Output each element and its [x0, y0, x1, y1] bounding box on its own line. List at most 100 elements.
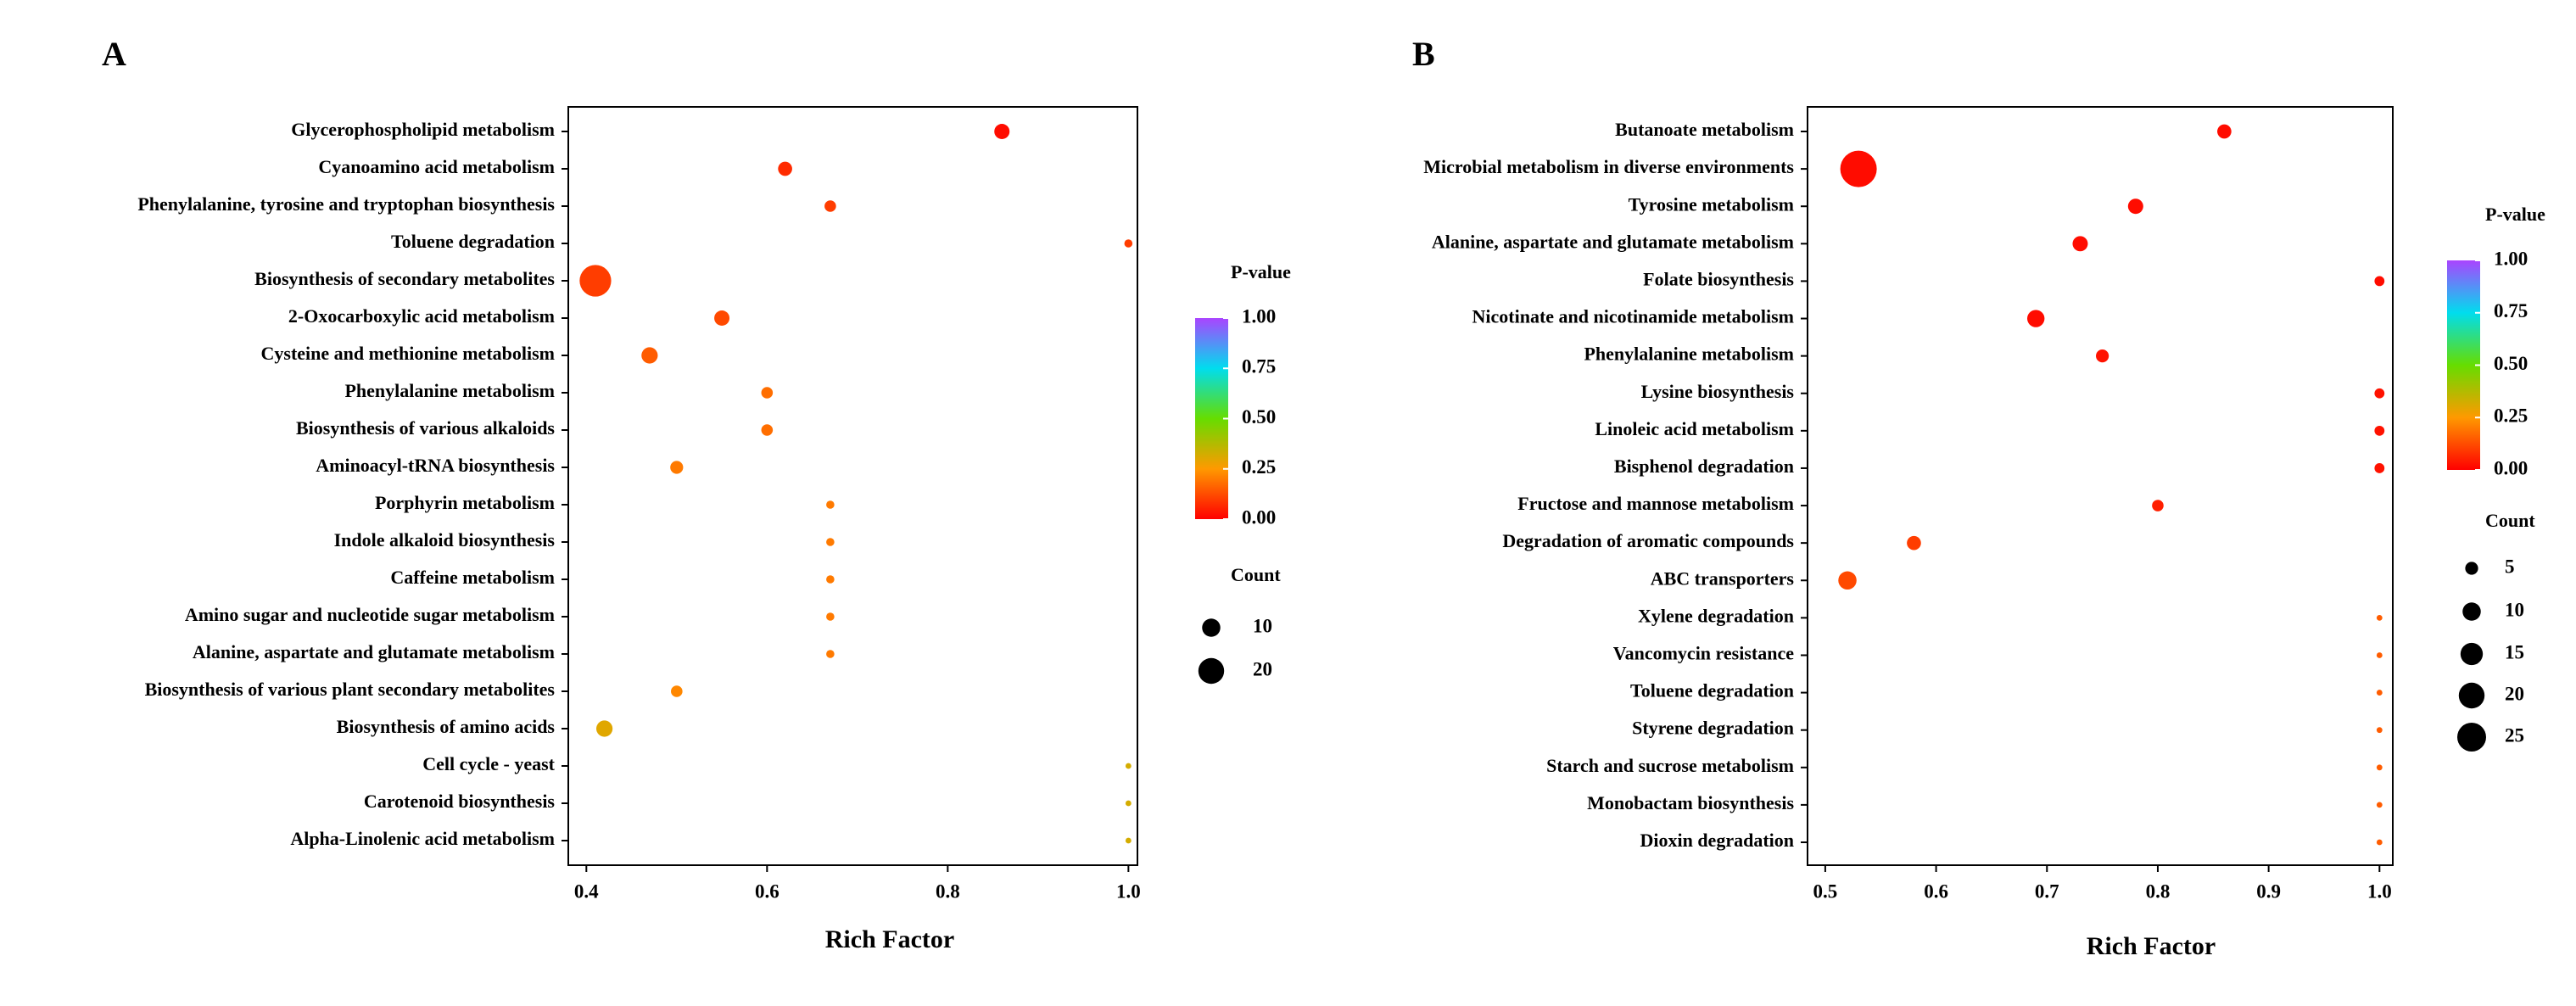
bubble: [2376, 802, 2383, 808]
bubble: [826, 575, 835, 584]
bubble: [595, 720, 613, 737]
bubble: [2374, 276, 2385, 287]
bubble: [826, 500, 835, 509]
bubble: [1840, 150, 1877, 187]
bubble: [714, 310, 730, 326]
colorbar-tick-label: 0.00: [2494, 457, 2528, 478]
x-tick-label: 0.7: [2035, 880, 2059, 902]
bubble: [2376, 727, 2383, 734]
y-tick-label: Cell cycle - yeast: [422, 753, 555, 774]
colorbar-tick-label: 1.00: [2494, 248, 2528, 269]
bubble: [2376, 614, 2383, 621]
bubble: [1125, 837, 1132, 844]
size-legend-marker: [2465, 562, 2478, 575]
y-tick-label: Glycerophospholipid metabolism: [291, 119, 555, 140]
y-tick-label: Indole alkaloid biosynthesis: [334, 529, 556, 551]
y-tick-label: Linoleic acid metabolism: [1595, 418, 1794, 439]
y-tick-label: Styrene degradation: [1632, 718, 1794, 739]
y-tick-label: Xylene degradation: [1638, 605, 1794, 626]
size-legend-marker: [1202, 618, 1221, 637]
size-legend-marker: [2460, 642, 2484, 666]
size-legend-label: 20: [1253, 658, 1272, 679]
colorbar: [2447, 260, 2480, 470]
size-legend-marker: [2458, 682, 2485, 709]
y-tick-label: Butanoate metabolism: [1615, 119, 1794, 140]
y-tick-label: Amino sugar and nucleotide sugar metabol…: [185, 604, 555, 625]
bubble: [2127, 198, 2143, 215]
x-tick-label: 1.0: [2367, 880, 2392, 902]
y-tick-label: Porphyrin metabolism: [375, 492, 555, 513]
colorbar-tick-label: 0.25: [1242, 456, 1276, 478]
panel-label: B: [1412, 35, 1435, 73]
y-tick-label: Biosynthesis of various plant secondary …: [145, 679, 556, 700]
size-legend-label: 10: [2505, 599, 2524, 620]
y-tick-label: Starch and sucrose metabolism: [1546, 755, 1794, 776]
y-tick-label: 2-Oxocarboxylic acid metabolism: [288, 305, 555, 327]
x-tick-label: 0.6: [1924, 880, 1948, 902]
size-legend-label: 15: [2505, 641, 2524, 662]
y-tick-label: Lysine biosynthesis: [1641, 381, 1795, 402]
panel-label: A: [102, 35, 126, 73]
bubble: [1907, 535, 1921, 551]
y-tick-label: Bisphenol degradation: [1614, 455, 1794, 477]
y-tick-label: Phenylalanine metabolism: [344, 380, 555, 401]
colorbar-tick-label: 0.00: [1242, 506, 1276, 528]
y-tick-label: Phenylalanine, tyrosine and tryptophan b…: [137, 193, 555, 215]
size-legend-label: 20: [2505, 683, 2524, 704]
bubble: [1125, 763, 1132, 769]
x-axis-title: Rich Factor: [2087, 932, 2216, 960]
bubble: [761, 387, 774, 399]
bubble: [2217, 124, 2232, 139]
colorbar: [1195, 318, 1228, 519]
y-tick-label: Degradation of aromatic compounds: [1502, 530, 1794, 551]
bubble: [994, 124, 1010, 139]
colorbar-tick-label: 0.50: [1242, 406, 1276, 428]
y-tick-label: Aminoacyl-tRNA biosynthesis: [316, 455, 555, 476]
size-legend-marker: [2457, 723, 2486, 752]
y-tick-label: Fructose and mannose metabolism: [1517, 493, 1794, 514]
x-axis-title: Rich Factor: [825, 925, 954, 953]
bubble: [1125, 800, 1132, 807]
bubble: [2376, 839, 2383, 846]
y-tick-label: Cysteine and methionine metabolism: [261, 343, 556, 364]
bubble: [1838, 571, 1857, 590]
y-tick-label: Carotenoid biosynthesis: [364, 791, 556, 812]
bubble: [2027, 310, 2045, 327]
bubble: [826, 538, 835, 546]
colorbar-tick-label: 1.00: [1242, 305, 1276, 327]
bubble: [2374, 388, 2385, 399]
colorbar-tick-label: 0.25: [2494, 405, 2528, 427]
bubble: [824, 200, 836, 212]
bubble: [2072, 236, 2088, 252]
plot-frame: [1807, 106, 2394, 866]
colorbar-tick-label: 0.75: [2494, 300, 2528, 321]
y-tick-label: Monobactam biosynthesis: [1587, 792, 1794, 813]
bubble: [670, 461, 684, 474]
x-tick-label: 0.5: [1813, 880, 1838, 902]
y-tick-label: Cyanoamino acid metabolism: [318, 156, 555, 177]
bubble: [641, 347, 658, 364]
y-tick-label: Folate biosynthesis: [1643, 268, 1794, 289]
y-tick-label: Biosynthesis of amino acids: [337, 716, 556, 737]
y-tick-label: Caffeine metabolism: [390, 567, 555, 588]
size-legend-label: 5: [2505, 556, 2515, 577]
y-tick-label: Phenylalanine metabolism: [1584, 344, 1794, 365]
bubble: [671, 685, 683, 697]
y-tick-label: Nicotinate and nicotinamide metabolism: [1472, 306, 1795, 327]
bubble: [761, 424, 774, 436]
bubble: [1124, 239, 1133, 248]
y-tick-label: Tyrosine metabolism: [1629, 193, 1794, 215]
y-tick-label: Dioxin degradation: [1640, 830, 1794, 851]
bubble: [579, 265, 612, 297]
y-tick-label: Microbial metabolism in diverse environm…: [1423, 156, 1794, 177]
x-tick-label: 0.9: [2256, 880, 2281, 902]
y-tick-label: Vancomycin resistance: [1613, 643, 1795, 664]
colorbar-tick-label: 0.75: [1242, 356, 1276, 377]
y-tick-label: Toluene degradation: [1630, 680, 1794, 701]
colorbar-title: P-value: [1231, 261, 1291, 282]
size-legend-label: 25: [2505, 724, 2524, 746]
bubble: [2376, 764, 2383, 771]
y-tick-label: Alanine, aspartate and glutamate metabol…: [193, 641, 555, 662]
plot-frame: [567, 106, 1138, 866]
